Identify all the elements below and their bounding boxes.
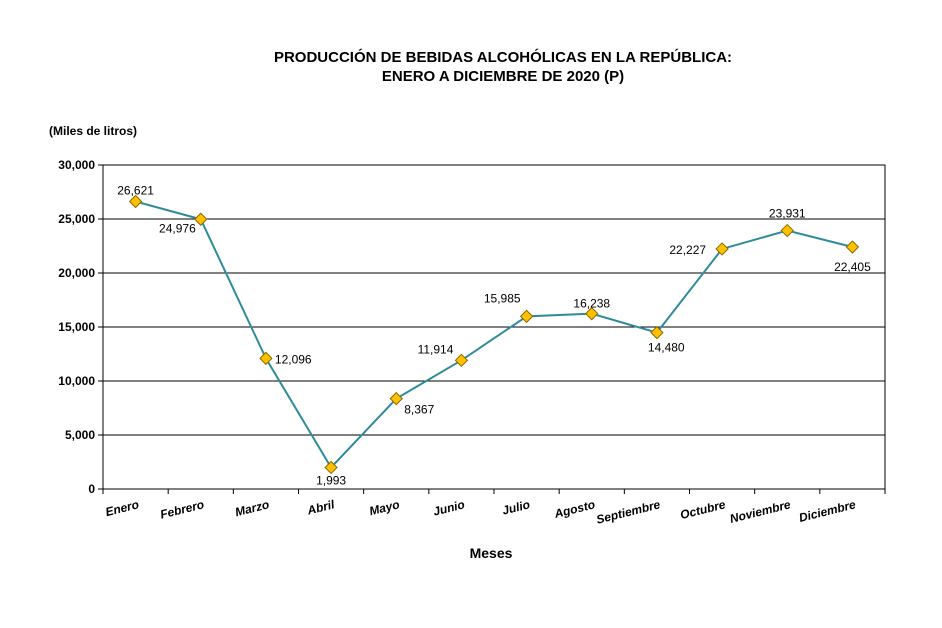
x-tick-label: Julio [501, 497, 532, 517]
data-label: 16,238 [573, 297, 610, 311]
data-marker [128, 194, 143, 209]
data-marker [324, 460, 338, 475]
data-marker [259, 351, 273, 366]
x-tick-label: Enero [104, 497, 140, 519]
chart-subtitle: ENERO A DICIEMBRE DE 2020 (P) [381, 68, 625, 85]
data-marker [650, 325, 664, 340]
x-tick-label: Octubre [679, 497, 727, 522]
data-labels: 26,621 24,976 12,096 1,993 8,367 11,914 15,985… [117, 183, 871, 487]
data-marker [194, 212, 208, 226]
x-tick-label: Mayo [368, 497, 401, 518]
x-tick-label: Abril [305, 497, 337, 518]
data-label: 15,985 [484, 291, 521, 305]
data-label: 14,480 [648, 341, 685, 355]
data-label: 12,096 [275, 352, 312, 366]
y-axis-tick-labels: 0 5,000 10,000 15,000 20,000 25,000 30,000 [58, 158, 95, 496]
data-marker [389, 391, 403, 406]
x-axis-tick-labels: Enero Febrero Marzo Abril Mayo Junio Julio Agos… [104, 497, 858, 527]
data-label: 24,976 [159, 221, 196, 235]
y-tick-label: 10,000 [58, 374, 95, 388]
y-tick-label: 25,000 [58, 212, 95, 226]
data-marker [585, 306, 599, 321]
data-label: 23,931 [769, 207, 806, 221]
x-tick-label: Noviembre [728, 497, 792, 526]
data-label: 8,367 [404, 403, 434, 417]
data-markers [128, 194, 860, 475]
data-label: 22,405 [834, 260, 871, 274]
x-tick-label: Septiembre [595, 497, 662, 526]
x-tick-label: Marzo [234, 497, 271, 519]
data-label: 1,993 [316, 473, 346, 487]
chart-title: PRODUCCIÓN DE BEBIDAS ALCOHÓLICAS EN LA … [273, 49, 733, 66]
y-tick-label: 20,000 [58, 266, 95, 280]
data-label: 22,227 [669, 243, 706, 257]
data-label: 26,621 [117, 183, 154, 197]
y-axis-unit-label: (Miles de litros) [49, 124, 138, 138]
data-marker [780, 223, 794, 238]
axes [98, 164, 886, 494]
data-marker [715, 242, 729, 256]
y-tick-label: 30,000 [58, 158, 95, 172]
x-tick-label: Diciembre [797, 497, 857, 525]
series-line [135, 200, 853, 470]
x-tick-label: Agosto [552, 497, 596, 521]
y-tick-label: 0 [88, 482, 95, 496]
gridlines [103, 218, 885, 436]
y-tick-label: 15,000 [58, 320, 95, 334]
data-marker [454, 353, 469, 368]
x-axis-title: Meses [470, 545, 513, 561]
y-tick-label: 5,000 [65, 428, 95, 442]
data-marker [519, 309, 534, 324]
x-tick-label: Febrero [159, 497, 206, 521]
data-label: 11,914 [418, 342, 454, 356]
x-tick-label: Junio [432, 497, 466, 518]
data-marker [845, 240, 860, 254]
